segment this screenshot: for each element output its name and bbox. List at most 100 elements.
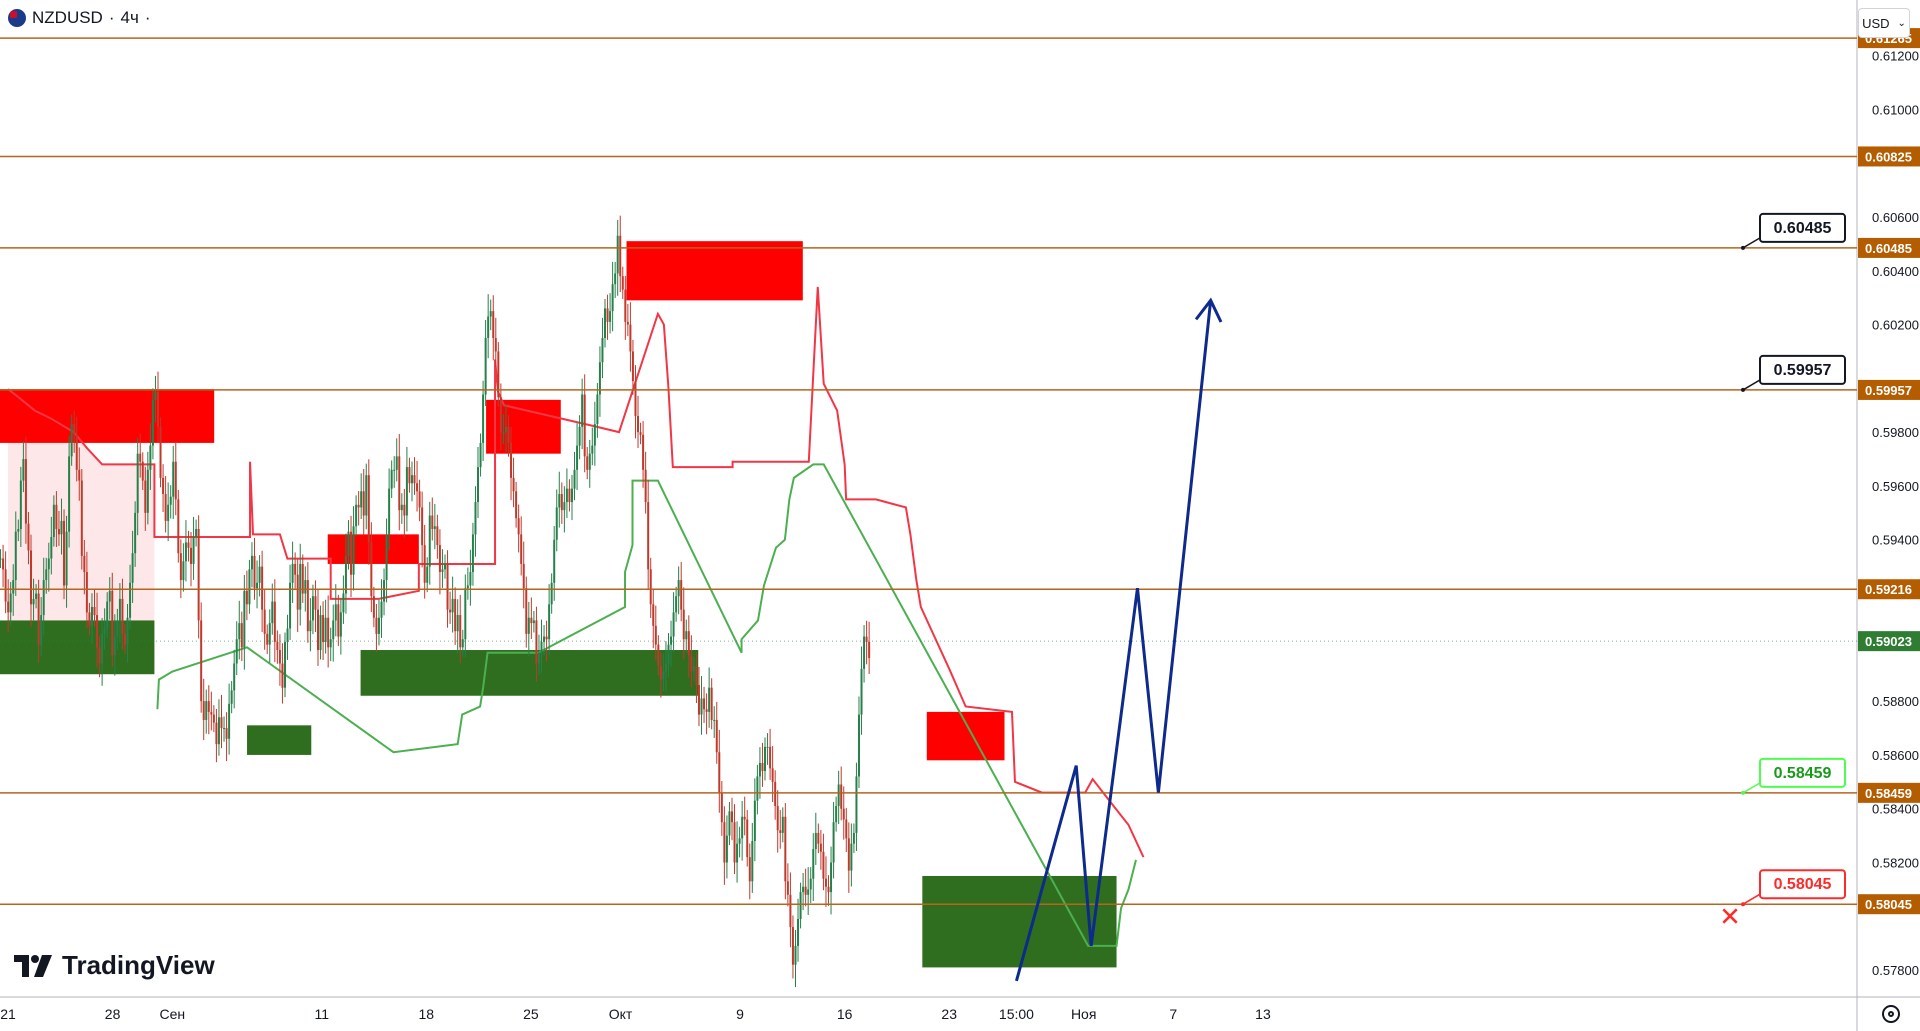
candle-body	[809, 878, 812, 890]
candle-body	[713, 719, 716, 721]
candle-body	[657, 644, 660, 667]
callout-pointer	[1742, 237, 1761, 249]
candle-body	[319, 615, 322, 651]
candle-body	[304, 580, 307, 594]
resistance-zone	[926, 711, 1005, 761]
candle-body	[40, 615, 43, 645]
candle-body	[677, 580, 680, 597]
candle-body	[372, 596, 375, 618]
candle-body	[106, 601, 109, 629]
candle-body	[695, 666, 698, 685]
candle-body	[776, 806, 779, 831]
time-tick-label: 7	[1169, 1006, 1177, 1022]
candle-body	[317, 609, 320, 651]
candle-body	[774, 781, 777, 807]
candle-body	[413, 475, 416, 484]
candle-body	[245, 590, 248, 605]
candle-body	[461, 639, 464, 648]
candle-body	[431, 515, 434, 529]
price-tick-label: 0.58400	[1872, 802, 1919, 817]
candle-body	[550, 582, 553, 605]
candle-body	[289, 582, 292, 629]
candle-body	[380, 601, 383, 618]
candle-body	[235, 639, 238, 664]
trailing-stop-lines	[7, 286, 1145, 947]
candle-body	[436, 526, 439, 546]
resistance-zone	[0, 389, 215, 443]
candle-body	[60, 520, 63, 535]
candle-body	[555, 507, 558, 540]
candle-body	[350, 531, 353, 575]
support-zone	[922, 875, 1117, 968]
candle-body	[278, 650, 281, 664]
candle-body	[352, 526, 355, 575]
price-tick-label: 0.61000	[1872, 102, 1919, 117]
candle-body	[187, 542, 190, 548]
candle-body	[621, 276, 624, 290]
callout-anchor	[1741, 790, 1745, 795]
candle-body	[471, 534, 474, 573]
candle-body	[626, 321, 629, 325]
candle-body	[482, 394, 485, 443]
time-tick-label: 9	[736, 1006, 744, 1022]
candle-body	[162, 477, 165, 495]
candle-body	[332, 620, 335, 640]
candle-body	[393, 469, 396, 471]
candle-body	[652, 604, 655, 626]
callout-pointer	[1742, 379, 1761, 391]
time-axis: 21 28 Сен 11 18 25 Окт 9 16 23 15:00 Ноя 7 13	[0, 1006, 1271, 1022]
candle-body	[591, 445, 594, 454]
candle-body	[423, 545, 426, 583]
candle-body	[863, 636, 866, 669]
candle-body	[271, 601, 274, 624]
candle-body	[177, 499, 180, 554]
candle-body	[492, 311, 495, 339]
candle-body	[250, 555, 253, 570]
price-tick-label: 0.59600	[1872, 479, 1919, 494]
candle-body	[27, 523, 30, 551]
candle-body	[339, 612, 342, 637]
candle-body	[42, 580, 45, 616]
candle-body	[840, 784, 843, 809]
candle-body	[111, 590, 114, 656]
candle-body	[306, 580, 309, 632]
candle-body	[568, 488, 571, 503]
candle-body	[596, 394, 599, 425]
candle-body	[822, 851, 825, 879]
candle-body	[730, 811, 733, 823]
candle-body	[113, 636, 116, 656]
candle-body	[75, 434, 78, 470]
time-tick-label: 15:00	[999, 1006, 1034, 1022]
callout-label: 0.59957	[1774, 362, 1832, 379]
candle-body	[50, 537, 53, 559]
currency-selector[interactable]: USD ⌄	[1858, 8, 1910, 38]
candle-body	[190, 547, 193, 564]
callout-anchor	[1741, 902, 1745, 907]
candle-body	[611, 284, 614, 312]
candle-body	[560, 494, 563, 511]
candle-body	[515, 491, 518, 519]
candle-body	[172, 461, 175, 497]
candle-body	[553, 539, 556, 583]
candle-body	[644, 469, 647, 503]
symbol-header[interactable]: NZDUSD · 4ч ·	[8, 8, 151, 28]
settings-gear-icon[interactable]	[1882, 1005, 1900, 1023]
candle-body	[93, 606, 96, 616]
candle-body	[738, 838, 741, 844]
candle-body	[499, 397, 502, 433]
candle-body	[720, 792, 723, 823]
candle-body	[12, 580, 15, 594]
time-tick-label: 11	[314, 1006, 329, 1022]
candle-body	[497, 351, 500, 398]
candle-body	[210, 711, 213, 715]
candle-body	[791, 927, 794, 965]
candle-body	[692, 666, 695, 672]
candle-body	[357, 504, 360, 508]
candle-body	[400, 504, 403, 511]
candle-body	[90, 606, 93, 626]
current-price-label: 0.59023	[1865, 634, 1912, 649]
tradingview-logo[interactable]: TradingView	[14, 950, 215, 981]
candle-body	[438, 545, 441, 573]
